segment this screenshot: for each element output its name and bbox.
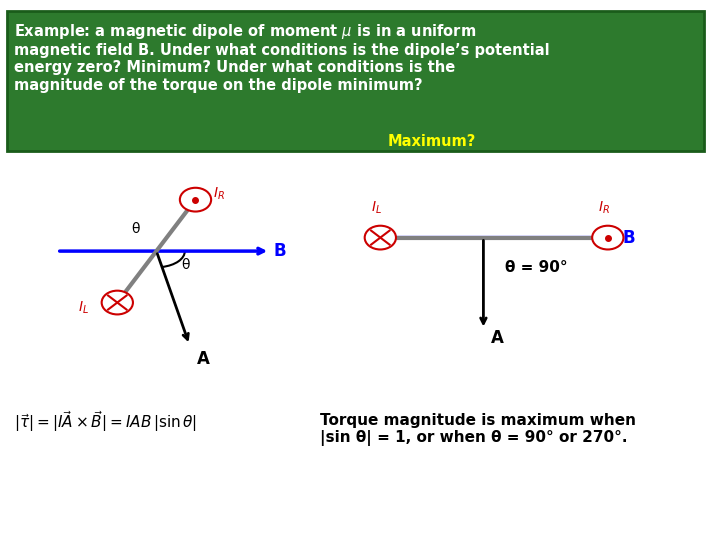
Text: A: A <box>490 329 503 347</box>
Text: B: B <box>274 242 287 260</box>
Text: A: A <box>197 350 210 368</box>
Circle shape <box>365 226 396 249</box>
Text: θ: θ <box>181 258 190 272</box>
Text: Torque magnitude is maximum when
|sin θ| = 1, or when θ = 90° or 270°.: Torque magnitude is maximum when |sin θ|… <box>320 413 636 446</box>
Text: $I_L$: $I_L$ <box>372 200 382 216</box>
Text: Maximum?: Maximum? <box>387 133 476 148</box>
Circle shape <box>180 188 211 212</box>
Text: θ = 90°: θ = 90° <box>505 260 567 275</box>
Text: B: B <box>622 228 634 247</box>
FancyBboxPatch shape <box>7 11 703 151</box>
Circle shape <box>592 226 624 249</box>
Circle shape <box>102 291 133 314</box>
Text: $|\vec{\tau}| = |\vec{IA}\times\vec{B}| = IAB\,|\sin\theta|$: $|\vec{\tau}| = |\vec{IA}\times\vec{B}| … <box>14 409 197 434</box>
Text: Example: a magnetic dipole of moment $\mu$ is in a uniform
magnetic field B. Und: Example: a magnetic dipole of moment $\m… <box>14 22 550 93</box>
Text: $I_R$: $I_R$ <box>598 200 611 216</box>
Text: $I_L$: $I_L$ <box>78 300 89 316</box>
Text: θ: θ <box>132 222 140 237</box>
Text: $I_R$: $I_R$ <box>213 186 225 202</box>
